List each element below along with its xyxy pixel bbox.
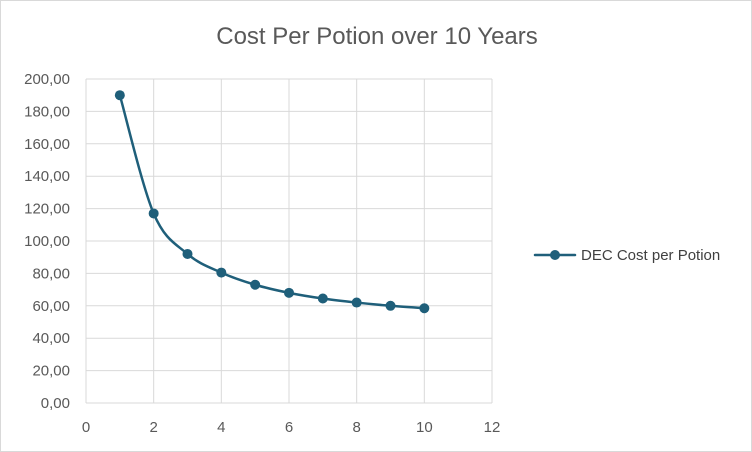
- x-tick-label: 6: [285, 419, 293, 436]
- legend-marker-dot: [550, 250, 560, 260]
- data-point: [419, 303, 430, 314]
- x-tick-label: 4: [217, 419, 225, 436]
- chart-title: Cost Per Potion over 10 Years: [216, 23, 538, 50]
- x-tick-label: 8: [352, 419, 360, 436]
- data-point: [182, 248, 193, 259]
- y-tick-label: 180,00: [24, 103, 70, 120]
- x-tick-label: 10: [416, 419, 433, 436]
- data-point: [148, 208, 159, 219]
- data-point: [351, 297, 362, 308]
- x-tick-label: 12: [484, 419, 501, 436]
- data-point: [114, 90, 125, 101]
- y-tick-label: 0,00: [41, 395, 70, 412]
- y-tick-label: 60,00: [32, 298, 70, 315]
- x-tick-label: 2: [149, 419, 157, 436]
- data-point: [250, 279, 261, 290]
- series-line: [118, 93, 426, 310]
- data-point: [216, 267, 227, 278]
- y-tick-label: 120,00: [24, 201, 70, 218]
- y-tick-label: 200,00: [24, 71, 70, 88]
- legend-label: DEC Cost per Potion: [581, 247, 720, 264]
- y-tick-label: 40,00: [32, 330, 70, 347]
- y-tick-label: 100,00: [24, 233, 70, 250]
- plot-area: 0,00 20,00 40,00 60,00 80,00 100,00 120,00 140,…: [24, 71, 500, 436]
- y-tick-label: 20,00: [32, 363, 70, 380]
- y-tick-label: 80,00: [32, 265, 70, 282]
- legend: DEC Cost per Potion: [533, 247, 720, 264]
- x-tick-label: 0: [82, 419, 90, 436]
- data-point: [284, 287, 294, 298]
- y-tick-label: 140,00: [24, 168, 70, 185]
- data-point: [317, 293, 328, 304]
- y-tick-label: 160,00: [24, 136, 70, 153]
- data-point: [385, 300, 396, 311]
